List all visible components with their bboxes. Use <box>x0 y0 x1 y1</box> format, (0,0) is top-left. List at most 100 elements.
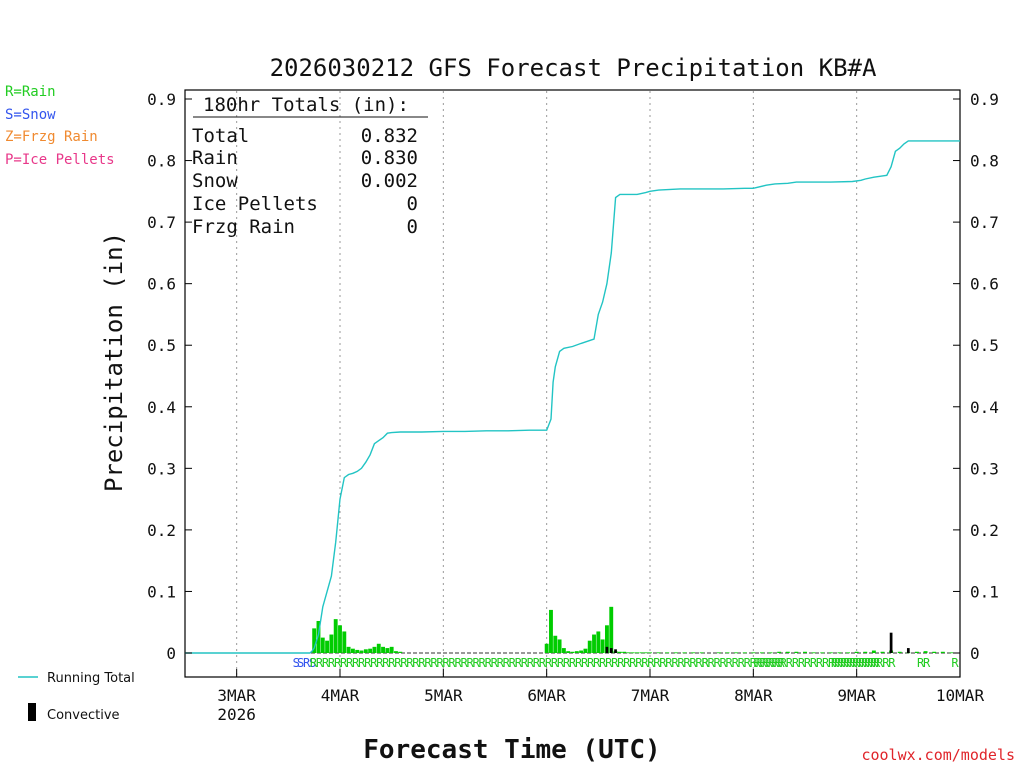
precip-type-marker: RR <box>917 656 931 670</box>
x-tick-label: 10MAR <box>936 686 985 705</box>
y-tick-label-left: 0.1 <box>147 582 176 601</box>
precip-bar <box>820 652 825 654</box>
precip-bar <box>716 652 721 654</box>
y-axis-title: Precipitation (in) <box>100 232 128 492</box>
precip-bar <box>600 639 605 653</box>
precip-bar <box>368 648 373 653</box>
precip-bar <box>355 649 360 653</box>
y-axis-right: 0 0.1 0.2 0.3 0.4 0.5 0.6 0.7 0.8 0.9 <box>953 90 999 663</box>
convective-bars <box>605 632 910 653</box>
x-tick-label: 8MAR <box>734 686 773 705</box>
precip-bar <box>553 635 558 653</box>
precip-bar <box>398 651 403 653</box>
precip-bar <box>915 651 919 653</box>
precip-bar <box>811 652 816 654</box>
legend-freezing-rain: Z=Frzg Rain <box>5 129 98 145</box>
x-tick-label: 6MAR <box>527 686 566 705</box>
running-total-line <box>185 140 960 654</box>
precip-bars <box>312 606 954 654</box>
x-tick-label: 7MAR <box>631 686 670 705</box>
precip-bar <box>940 651 945 653</box>
y-tick-label-right: 0.1 <box>970 582 999 601</box>
precip-bar <box>635 652 640 654</box>
totals-snow-value: 0.002 <box>361 170 418 192</box>
totals-icepellets-value: 0 <box>407 193 418 215</box>
precip-bar <box>596 631 601 653</box>
precip-bar <box>837 652 842 654</box>
precip-bar <box>742 652 747 654</box>
legend-ice-pellets: P=Ice Pellets <box>5 152 115 168</box>
y-tick-label-right: 0.9 <box>970 90 999 109</box>
y-tick-label-left: 0.3 <box>147 459 176 478</box>
precip-bar <box>333 619 338 653</box>
totals-total-value: 0.832 <box>361 125 418 147</box>
y-tick-label-left: 0.8 <box>147 152 176 171</box>
precip-bar <box>381 646 385 653</box>
x-tick-label: 9MAR <box>837 686 876 705</box>
precip-bar <box>803 651 807 653</box>
precip-bar <box>592 634 596 653</box>
y-tick-label-right: 0.7 <box>970 213 999 232</box>
y-tick-label-left: 0 <box>166 644 176 663</box>
precip-bar <box>854 651 859 653</box>
precip-bar <box>338 625 342 653</box>
convective-bar <box>605 646 609 653</box>
precip-bar <box>605 625 609 653</box>
precip-bar <box>316 620 321 653</box>
precip-bar <box>682 652 687 654</box>
legend-snow: S=Snow <box>5 107 56 123</box>
precip-bar <box>557 639 562 653</box>
precip-bar <box>880 651 885 653</box>
y-tick-label-left: 0.2 <box>147 521 176 540</box>
y-tick-label-right: 0.4 <box>970 398 999 417</box>
y-tick-label-right: 0.5 <box>970 336 999 355</box>
precip-bar <box>350 648 355 653</box>
precip-bar <box>846 652 850 654</box>
precip-bar <box>665 652 670 654</box>
precip-bar <box>949 652 954 654</box>
x-axis-title: Forecast Time (UTC) <box>363 735 660 765</box>
precip-bar <box>312 628 317 653</box>
y-tick-label-left: 0.7 <box>147 213 176 232</box>
precip-bar <box>389 646 394 653</box>
totals-frzgrain-value: 0 <box>407 216 418 238</box>
precip-bar <box>785 651 790 653</box>
precip-bar <box>656 652 661 654</box>
y-tick-label-right: 0.6 <box>970 275 999 294</box>
precip-bar <box>609 606 614 653</box>
precip-bar <box>549 609 553 653</box>
totals-frzgrain-label: Frzg Rain <box>192 216 295 238</box>
precip-bar <box>363 649 368 653</box>
precip-bar <box>923 651 928 653</box>
precip-bar <box>376 643 381 653</box>
precip-bar <box>725 652 730 654</box>
precip-bar <box>828 652 833 654</box>
x-tick-label: 5MAR <box>424 686 463 705</box>
chart-title: 2026030212 GFS Forecast Precipitation KB… <box>270 54 877 82</box>
precip-bar <box>622 651 627 653</box>
y-tick-label-left: 0.4 <box>147 398 176 417</box>
precip-bar <box>863 651 868 653</box>
precip-bar <box>320 637 325 653</box>
precip-bar <box>760 652 764 654</box>
precip-bar <box>325 640 330 653</box>
precip-bar <box>932 651 937 653</box>
totals-box: 180hr Totals (in): Total 0.832 Rain 0.83… <box>192 94 428 238</box>
precip-bar <box>643 652 648 654</box>
y-tick-label-left: 0.6 <box>147 275 176 294</box>
y-tick-label-right: 0.8 <box>970 152 999 171</box>
precip-bar <box>372 646 377 653</box>
precip-bar <box>587 640 592 653</box>
precip-bar <box>329 634 334 653</box>
y-tick-label-right: 0.2 <box>970 521 999 540</box>
precip-bar <box>630 652 635 654</box>
precip-bar <box>734 652 739 654</box>
convective-bar <box>906 648 910 653</box>
precip-bar <box>639 652 644 654</box>
precip-bar <box>566 651 571 653</box>
legend-rain: R=Rain <box>5 84 56 100</box>
precip-bar <box>579 650 584 653</box>
precip-type-markers: SSRSRRRRRRRRRRRRRRRRRRRRRRRRRRRRRRRRRRRR… <box>293 656 961 670</box>
